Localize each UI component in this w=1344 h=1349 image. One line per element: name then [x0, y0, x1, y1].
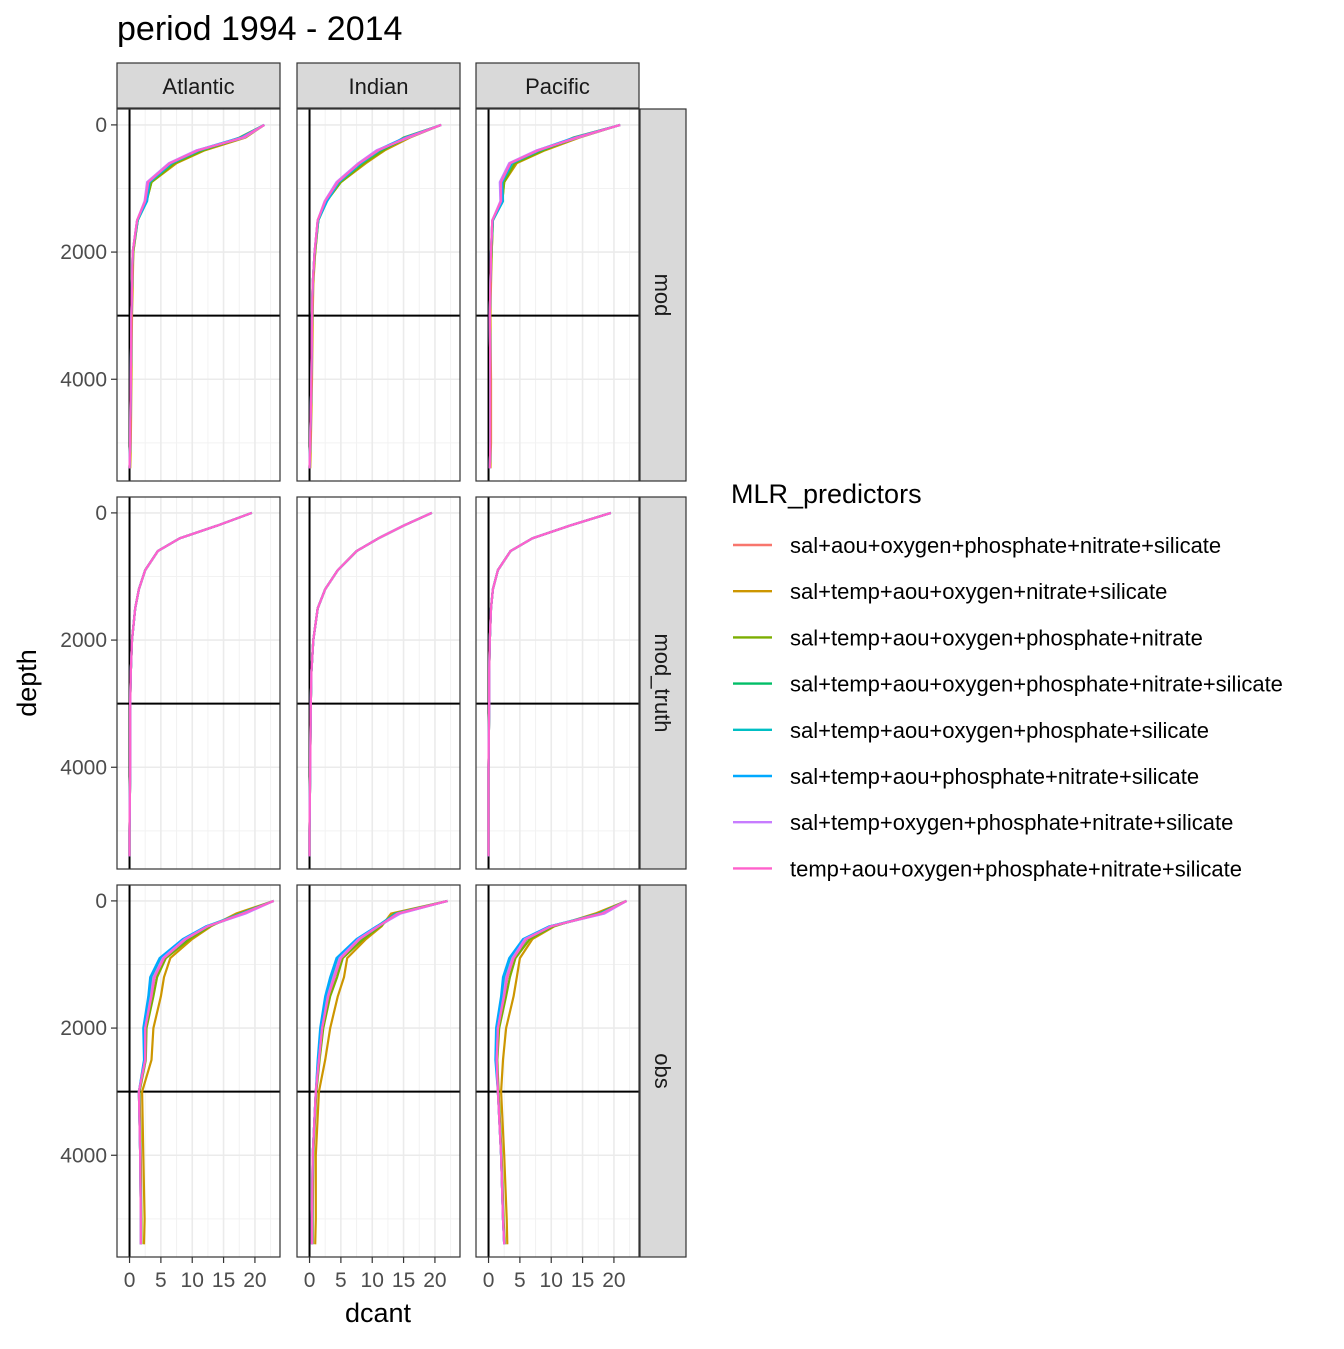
chart-title: period 1994 - 2014 — [117, 10, 402, 48]
facet-strip-label: Atlantic — [162, 74, 234, 99]
x-tick-label: 5 — [514, 1269, 526, 1292]
panel-border — [116, 884, 281, 1258]
panel-background — [297, 109, 460, 481]
panel-border — [116, 496, 281, 870]
facet-panels: Atlantic Indian Pacificmod020004000mod_tru… — [60, 62, 687, 1292]
panel-border — [475, 496, 640, 870]
x-tick-label: 10 — [181, 1269, 204, 1292]
legend-label: sal+temp+aou+phosphate+nitrate+silicate — [790, 764, 1199, 789]
series-line-8 — [310, 899, 448, 1245]
y-tick-label: 2000 — [60, 629, 107, 652]
legend-label: sal+temp+oxygen+phosphate+nitrate+silica… — [790, 810, 1233, 835]
series-line-8 — [488, 123, 621, 469]
legend-label: sal+temp+aou+oxygen+phosphate+silicate — [790, 718, 1209, 743]
x-tick-label: 0 — [483, 1269, 495, 1292]
y-tick-label: 2000 — [60, 1017, 107, 1040]
panel-border — [475, 108, 640, 482]
panel-atlantic-mod-truth: 0 2000 4000 — [60, 496, 281, 870]
facet-strip-label: mod — [650, 274, 675, 317]
panel-pacific-obs: 0 5 10 15 20 — [475, 884, 640, 1292]
legend-item: temp+aou+oxygen+phosphate+nitrate+silica… — [733, 856, 1242, 881]
legend-item: sal+temp+aou+oxygen+phosphate+nitrate+si… — [733, 672, 1283, 697]
series-line-8 — [128, 123, 265, 469]
facet-strip-mod — [639, 108, 687, 482]
facet-strip-label: Pacific — [525, 74, 590, 99]
facet-strip-pacific — [475, 62, 640, 109]
panel-border — [296, 108, 461, 482]
panel-border — [296, 884, 461, 1258]
series-line-8 — [128, 511, 253, 857]
x-tick-label: 5 — [335, 1269, 347, 1292]
panel-indian-mod — [296, 108, 461, 482]
panel-background — [117, 109, 280, 481]
x-tick-label: 0 — [304, 1269, 316, 1292]
y-tick-label: 0 — [95, 114, 107, 137]
facet-strip-label: obs — [650, 1053, 675, 1088]
x-axis-title: dcant — [345, 1298, 412, 1328]
x-tick-label: 10 — [540, 1269, 563, 1292]
panel-background — [476, 497, 639, 869]
legend-label: temp+aou+oxygen+phosphate+nitrate+silica… — [790, 856, 1242, 881]
y-tick-label: 4000 — [60, 756, 107, 779]
x-tick-label: 15 — [212, 1269, 235, 1292]
legend-item: sal+temp+aou+oxygen+nitrate+silicate — [733, 579, 1167, 604]
panel-background — [297, 497, 460, 869]
legend-item: sal+temp+aou+oxygen+phosphate+nitrate — [733, 625, 1203, 650]
y-tick-label: 2000 — [60, 241, 107, 264]
y-tick-label: 0 — [95, 890, 107, 913]
panel-background — [297, 885, 460, 1257]
x-tick-label: 15 — [392, 1269, 415, 1292]
legend-label: sal+temp+aou+oxygen+nitrate+silicate — [790, 579, 1167, 604]
y-tick-label: 4000 — [60, 1144, 107, 1167]
y-tick-label: 4000 — [60, 368, 107, 391]
series-line-8 — [487, 511, 612, 857]
panel-atlantic-mod: 0 2000 4000 — [60, 108, 281, 482]
legend-item: sal+aou+oxygen+phosphate+nitrate+silicat… — [733, 533, 1221, 558]
legend-title: MLR_predictors — [731, 479, 922, 509]
legend-item: sal+temp+oxygen+phosphate+nitrate+silica… — [733, 810, 1233, 835]
x-tick-label: 20 — [602, 1269, 625, 1292]
panel-background — [476, 109, 639, 481]
series-line-8 — [495, 899, 627, 1245]
y-tick-label: 0 — [95, 502, 107, 525]
series-line-8 — [137, 899, 275, 1245]
series-line-8 — [308, 123, 442, 469]
panel-border — [475, 884, 640, 1258]
facet-strip-indian — [296, 62, 461, 109]
y-axis-title: depth — [12, 649, 42, 717]
legend-item: sal+temp+aou+oxygen+phosphate+silicate — [733, 718, 1209, 743]
x-tick-label: 0 — [124, 1269, 136, 1292]
panel-pacific-mod-truth — [475, 496, 640, 870]
panel-background — [117, 497, 280, 869]
legend-label: sal+aou+oxygen+phosphate+nitrate+silicat… — [790, 533, 1221, 558]
facet-strip-obs — [639, 884, 687, 1258]
panel-indian-mod-truth — [296, 496, 461, 870]
x-tick-label: 5 — [155, 1269, 167, 1292]
x-tick-label: 10 — [361, 1269, 384, 1292]
legend: sal+aou+oxygen+phosphate+nitrate+silicat… — [733, 533, 1283, 881]
panel-indian-obs: 0 5 10 15 20 — [296, 884, 461, 1292]
legend-item: sal+temp+aou+phosphate+nitrate+silicate — [733, 764, 1199, 789]
panel-border — [296, 496, 461, 870]
facet-strip-label: Indian — [349, 74, 409, 99]
legend-label: sal+temp+aou+oxygen+phosphate+nitrate — [790, 625, 1203, 650]
panel-pacific-mod — [475, 108, 640, 482]
series-line-8 — [308, 511, 433, 857]
legend-label: sal+temp+aou+oxygen+phosphate+nitrate+si… — [790, 672, 1283, 697]
facet-strip-mod-truth — [639, 496, 687, 870]
facet-strip-atlantic — [116, 62, 281, 109]
facet-strip-label: mod_truth — [650, 633, 675, 732]
panel-border — [116, 108, 281, 482]
x-tick-label: 20 — [423, 1269, 446, 1292]
x-tick-label: 20 — [243, 1269, 266, 1292]
x-tick-label: 15 — [571, 1269, 594, 1292]
